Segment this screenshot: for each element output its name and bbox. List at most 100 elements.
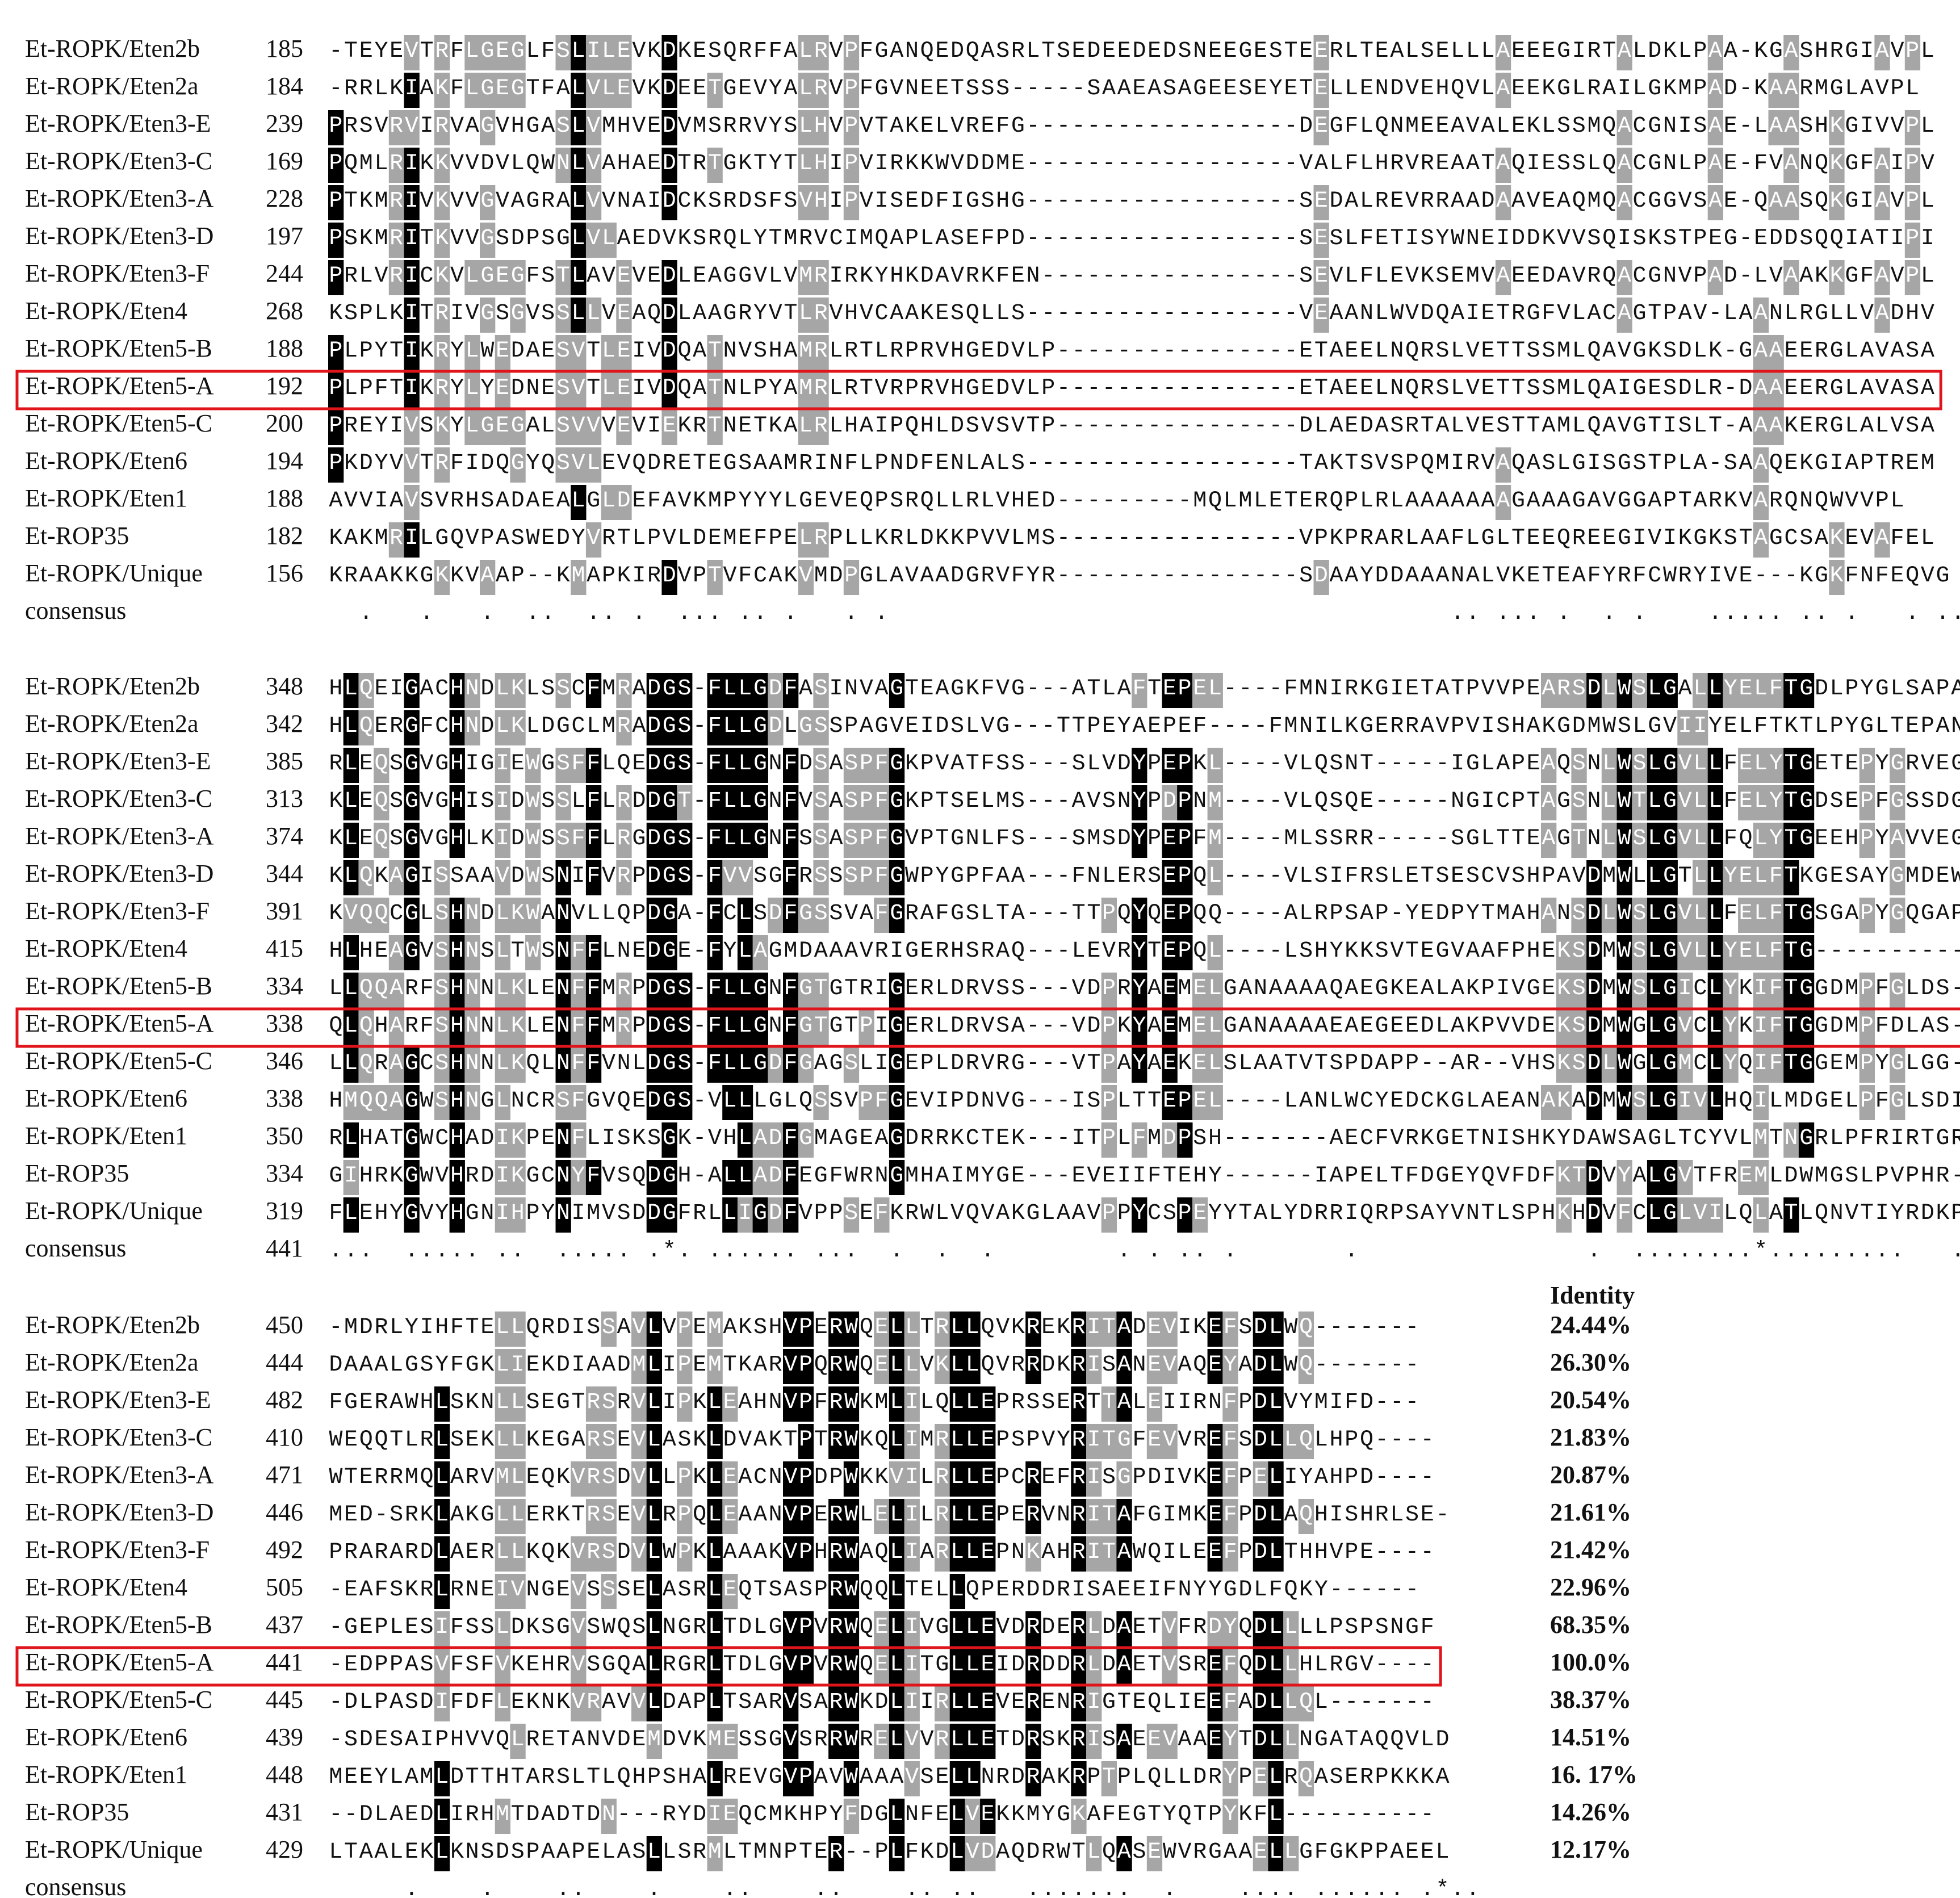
residue: G bbox=[526, 114, 539, 139]
residue: - bbox=[1254, 188, 1267, 214]
residue: N bbox=[875, 1163, 889, 1189]
residue: - bbox=[1284, 188, 1297, 214]
residue: V bbox=[905, 563, 919, 589]
residue: L bbox=[875, 563, 889, 589]
residue: T bbox=[860, 376, 873, 401]
residue: D bbox=[1815, 676, 1828, 702]
residue: G bbox=[1663, 751, 1677, 777]
residue: E bbox=[1845, 526, 1858, 551]
residue: F bbox=[1542, 301, 1555, 326]
residue: L bbox=[1602, 751, 1616, 777]
residue: H bbox=[617, 114, 631, 139]
residue: R bbox=[1799, 301, 1813, 326]
residue: L bbox=[344, 789, 358, 814]
residue: G bbox=[541, 751, 555, 777]
residue: S bbox=[344, 301, 358, 326]
residue: M bbox=[632, 1352, 646, 1378]
residue: D bbox=[1587, 1051, 1601, 1076]
residue: L bbox=[602, 39, 615, 64]
residue: S bbox=[1511, 1126, 1525, 1151]
residue: I bbox=[466, 751, 479, 777]
residue: G bbox=[1845, 151, 1858, 177]
residue: V bbox=[1890, 39, 1904, 64]
residue: A bbox=[1557, 488, 1570, 514]
residue: F bbox=[784, 789, 797, 814]
residue: G bbox=[1830, 1163, 1844, 1189]
residue: L bbox=[1708, 1013, 1722, 1039]
residue: F bbox=[708, 938, 722, 964]
residue: E bbox=[784, 526, 797, 551]
residue: K bbox=[1830, 263, 1844, 289]
residue: Q bbox=[875, 226, 889, 252]
residue: G bbox=[1511, 488, 1525, 514]
residue: E bbox=[1360, 338, 1373, 364]
residue: I bbox=[829, 188, 843, 214]
residue: V bbox=[450, 151, 464, 177]
residue: R bbox=[390, 263, 403, 289]
residue: A bbox=[1299, 976, 1313, 1002]
residue: R bbox=[1587, 76, 1601, 102]
residue: A bbox=[829, 1126, 843, 1151]
residue: L bbox=[1769, 1163, 1783, 1189]
residue: P bbox=[844, 151, 858, 177]
residue: S bbox=[1238, 1315, 1252, 1340]
residue: H bbox=[450, 1013, 464, 1039]
residue: T bbox=[420, 39, 434, 64]
residue: A bbox=[1254, 1051, 1267, 1076]
residue: D bbox=[647, 1088, 661, 1114]
residue: L bbox=[1693, 676, 1707, 702]
residue: G bbox=[480, 188, 494, 214]
residue: - bbox=[1435, 826, 1449, 852]
residue: A bbox=[1542, 751, 1555, 777]
residue: G bbox=[890, 676, 903, 702]
residue: L bbox=[1602, 901, 1616, 927]
residue: G bbox=[1648, 1126, 1661, 1151]
residue: L bbox=[738, 1126, 752, 1151]
residue: K bbox=[1708, 338, 1722, 364]
residue: F bbox=[1360, 263, 1373, 289]
residue: I bbox=[1845, 226, 1858, 252]
residue: P bbox=[632, 1013, 646, 1039]
residue: L bbox=[1648, 1051, 1661, 1076]
residue: S bbox=[1041, 526, 1055, 551]
residue: Q bbox=[1602, 263, 1616, 289]
residue: Q bbox=[496, 451, 509, 476]
residue: A bbox=[1769, 1201, 1783, 1226]
residue: T bbox=[1511, 826, 1525, 852]
residue: K bbox=[1011, 1315, 1025, 1340]
residue: A bbox=[1921, 338, 1934, 364]
residue: K bbox=[511, 976, 525, 1002]
residue: S bbox=[541, 301, 555, 326]
residue: F bbox=[1860, 1126, 1874, 1151]
residue: H bbox=[450, 1126, 464, 1151]
residue: F bbox=[420, 976, 434, 1002]
residue: A bbox=[1951, 676, 1960, 702]
residue: I bbox=[1330, 676, 1343, 702]
residue: Q bbox=[1739, 1088, 1752, 1114]
residue: G bbox=[799, 976, 813, 1002]
residue: L bbox=[981, 826, 994, 852]
residue: A bbox=[996, 864, 1010, 889]
residue: V bbox=[1678, 188, 1692, 214]
residue: S bbox=[556, 338, 570, 364]
residue: N bbox=[1027, 263, 1040, 289]
residue: F bbox=[829, 1163, 843, 1189]
residue: F bbox=[1587, 563, 1601, 589]
residue: E bbox=[496, 413, 509, 439]
alignment-row: Et-ROPK/Eten2b 185- T E Y E V T R F L G E G L F S L I L E V K D… bbox=[25, 35, 1934, 64]
residue: S bbox=[677, 1051, 691, 1076]
consensus-symbol: . bbox=[602, 1238, 615, 1264]
residue: S bbox=[420, 1352, 434, 1378]
residue: G bbox=[405, 714, 418, 739]
residue: F bbox=[329, 1201, 342, 1226]
residue: Q bbox=[359, 901, 373, 927]
residue: A bbox=[1754, 488, 1768, 514]
residue: G bbox=[950, 901, 964, 927]
residue: P bbox=[359, 376, 373, 401]
residue: G bbox=[1663, 976, 1677, 1002]
residue: P bbox=[920, 751, 934, 777]
residue: - bbox=[1027, 826, 1040, 852]
residue-shade bbox=[1707, 148, 1723, 183]
residue: G bbox=[966, 563, 979, 589]
residue: H bbox=[435, 1315, 449, 1340]
